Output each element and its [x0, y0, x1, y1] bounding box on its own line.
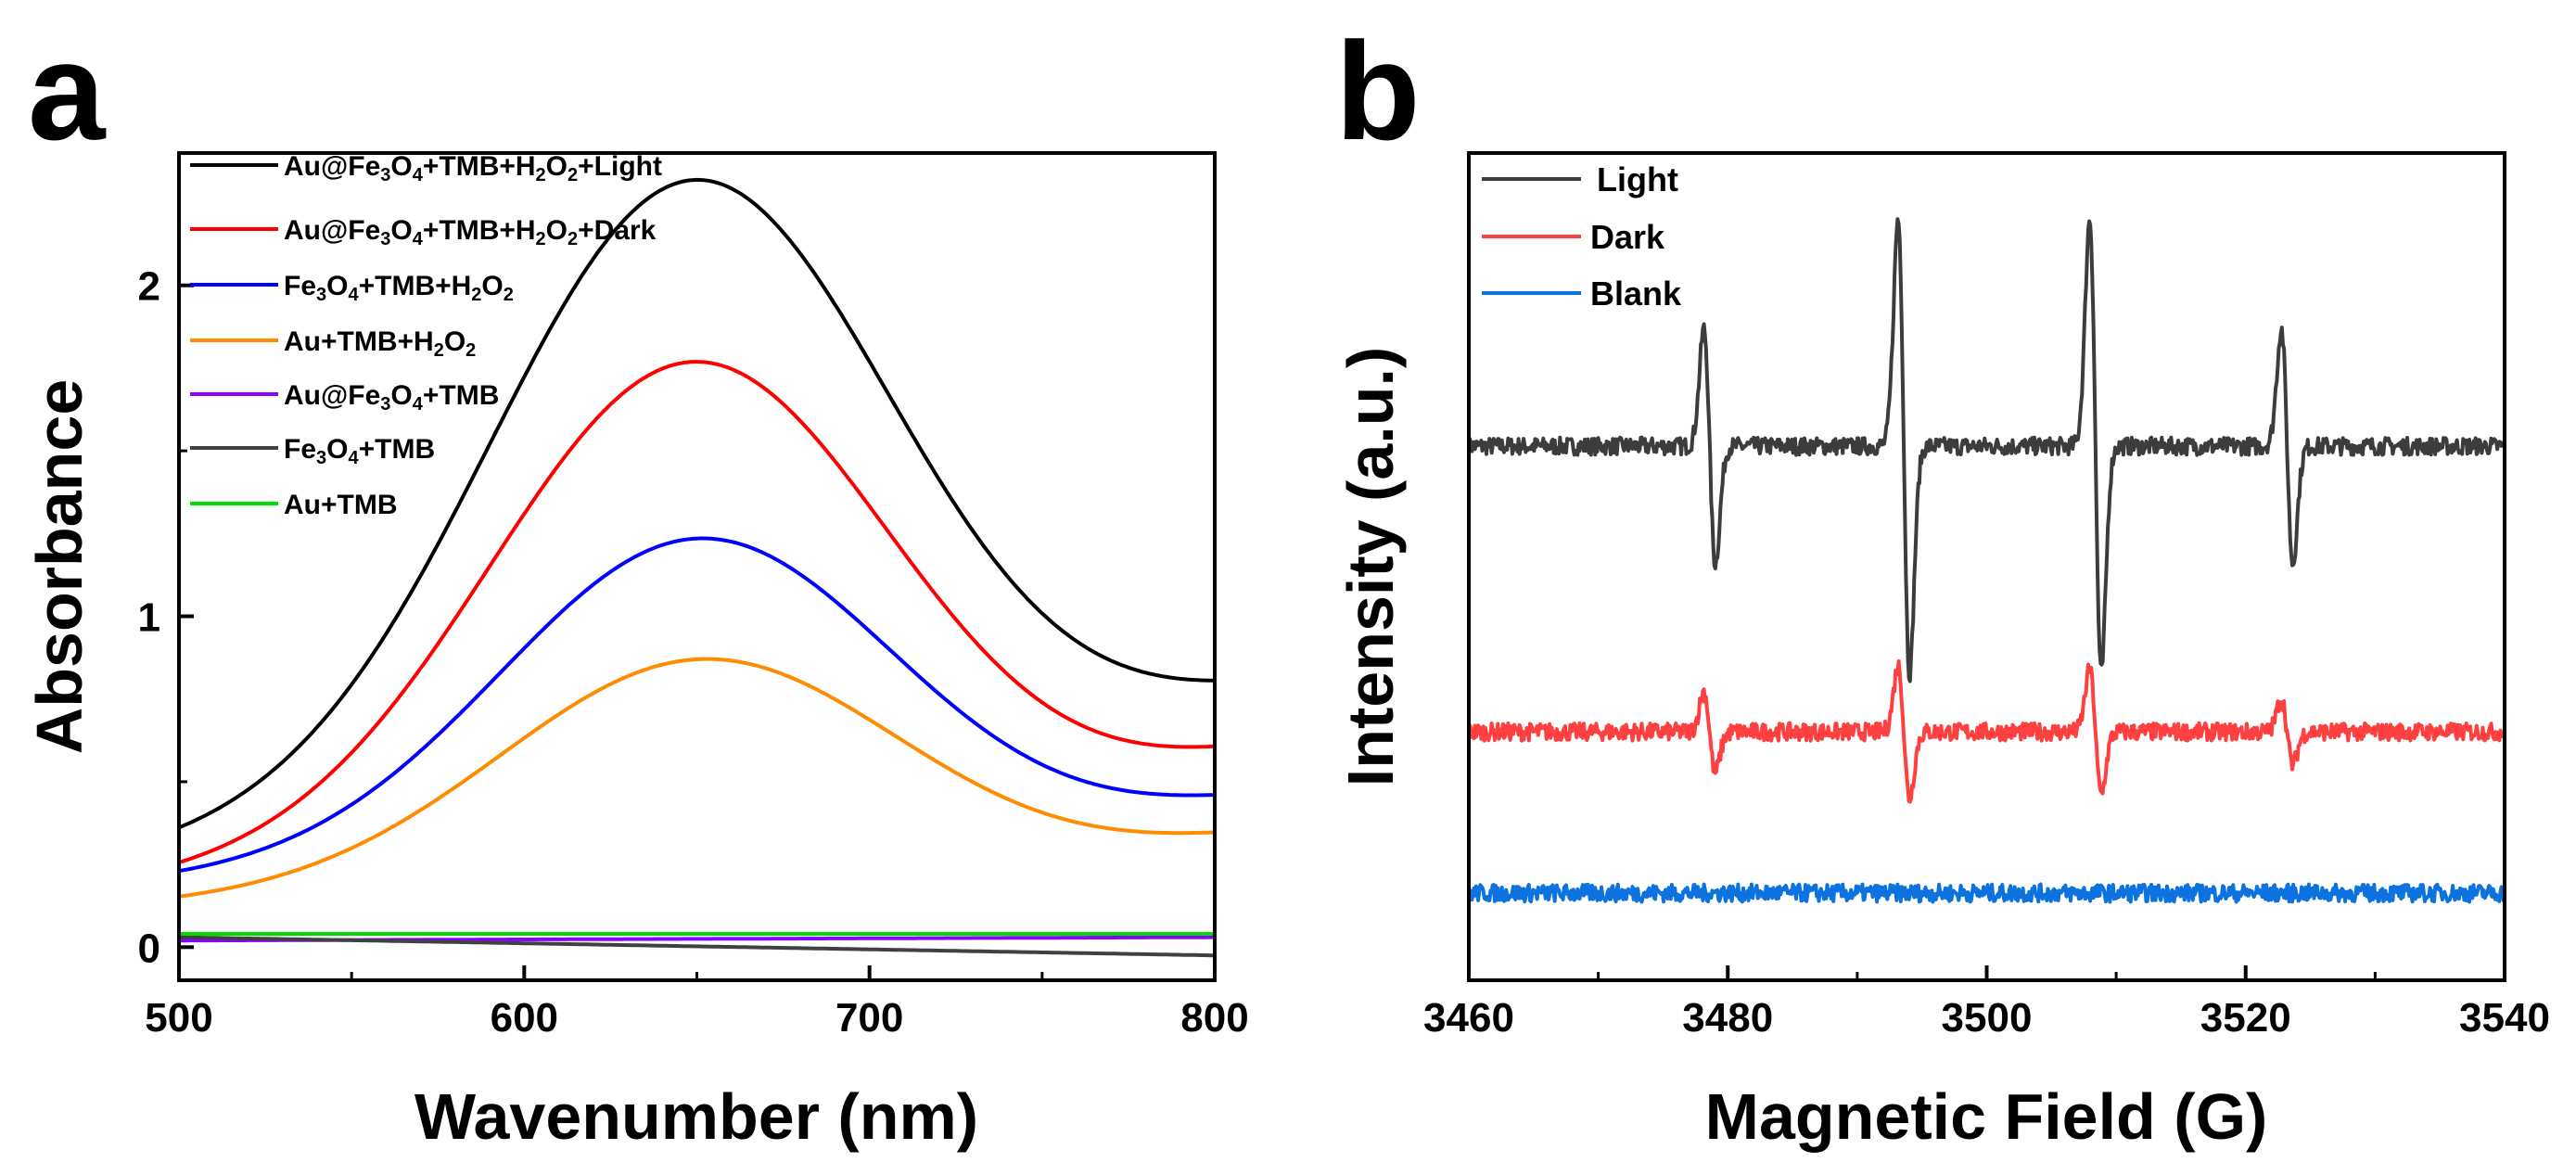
x-tick-label: 3460 [1423, 995, 1514, 1041]
x-tick-label: 3500 [1942, 995, 2033, 1041]
legend-label-au-h2o2: Au+TMB+H2O2 [284, 326, 476, 361]
panel-b-y-axis-title: Intensity (a.u.) [1334, 347, 1407, 786]
legend-label-blank-epr: Blank [1590, 275, 1682, 313]
panel-a-series-group [178, 177, 1216, 958]
series-line-light-epr [1467, 217, 2506, 683]
panel-a-ticks: 500 600 700 800 0 1 2 [138, 264, 1249, 1041]
panel-a-legend: Au@Fe3O4+TMB+H2O2+Light Au@Fe3O4+TMB+H2O… [190, 151, 662, 520]
legend-label-fe3o4-h2o2: Fe3O4+TMB+H2O2 [284, 271, 514, 305]
panel-b-x-axis-title: Magnetic Field (G) [1705, 1080, 2268, 1153]
legend-label-light-epr: Light [1597, 160, 1678, 198]
series-line-au-tmb-h2o2 [178, 657, 1216, 899]
series-line-au-fe3o4-tmb-h2o2-dark [178, 360, 1216, 864]
x-tick-label: 3480 [1682, 995, 1773, 1041]
y-tick-label: 1 [138, 595, 160, 641]
panel-letter-b: b [1335, 13, 1421, 169]
panel-b-legend: Light Dark Blank [1482, 160, 1682, 313]
x-tick-label: 800 [1180, 995, 1248, 1041]
series-line-dark-epr [1467, 659, 2506, 804]
chart-panel-a: 500 600 700 800 0 1 2 Au@Fe3O4+TMB+H2O2+Light … [23, 151, 1249, 1153]
series-line-fe3o4-tmb-h2o2 [178, 536, 1216, 874]
series-line-blank-epr [1467, 882, 2506, 904]
legend-label-dark: Au@Fe3O4+TMB+H2O2+Dark [284, 215, 657, 249]
panel-a-x-axis-title: Wavenumber (nm) [414, 1080, 978, 1153]
series-line-fe3o4-tmb [178, 935, 1215, 958]
panel-a-y-axis-title: Absorbance [23, 379, 96, 755]
y-tick-label: 0 [138, 926, 160, 971]
chart-panel-b: 3460 3480 3500 3520 3540 Light Dark Blank Ma… [1334, 151, 2550, 1153]
panel-b-ticks: 3460 3480 3500 3520 3540 [1423, 965, 2550, 1041]
x-tick-label: 500 [145, 995, 212, 1041]
x-tick-label: 3540 [2459, 995, 2550, 1041]
y-tick-label: 2 [138, 264, 160, 310]
legend-label-dark-epr: Dark [1590, 218, 1665, 256]
legend-label-fe3o4-tmb: Fe3O4+TMB [284, 434, 435, 468]
legend-label-au-tmb: Au+TMB [284, 490, 398, 520]
panel-b-series-group [1467, 217, 2506, 904]
series-line-au-fe3o4-tmb-h2o2-light [178, 177, 1215, 830]
x-tick-label: 3520 [2200, 995, 2291, 1041]
legend-label-aufe3o4-tmb: Au@Fe3O4+TMB [284, 380, 499, 415]
legend-label-light: Au@Fe3O4+TMB+H2O2+Light [284, 151, 662, 185]
x-tick-label: 600 [491, 995, 558, 1041]
panel-letter-a: a [28, 13, 107, 169]
x-tick-label: 700 [835, 995, 903, 1041]
